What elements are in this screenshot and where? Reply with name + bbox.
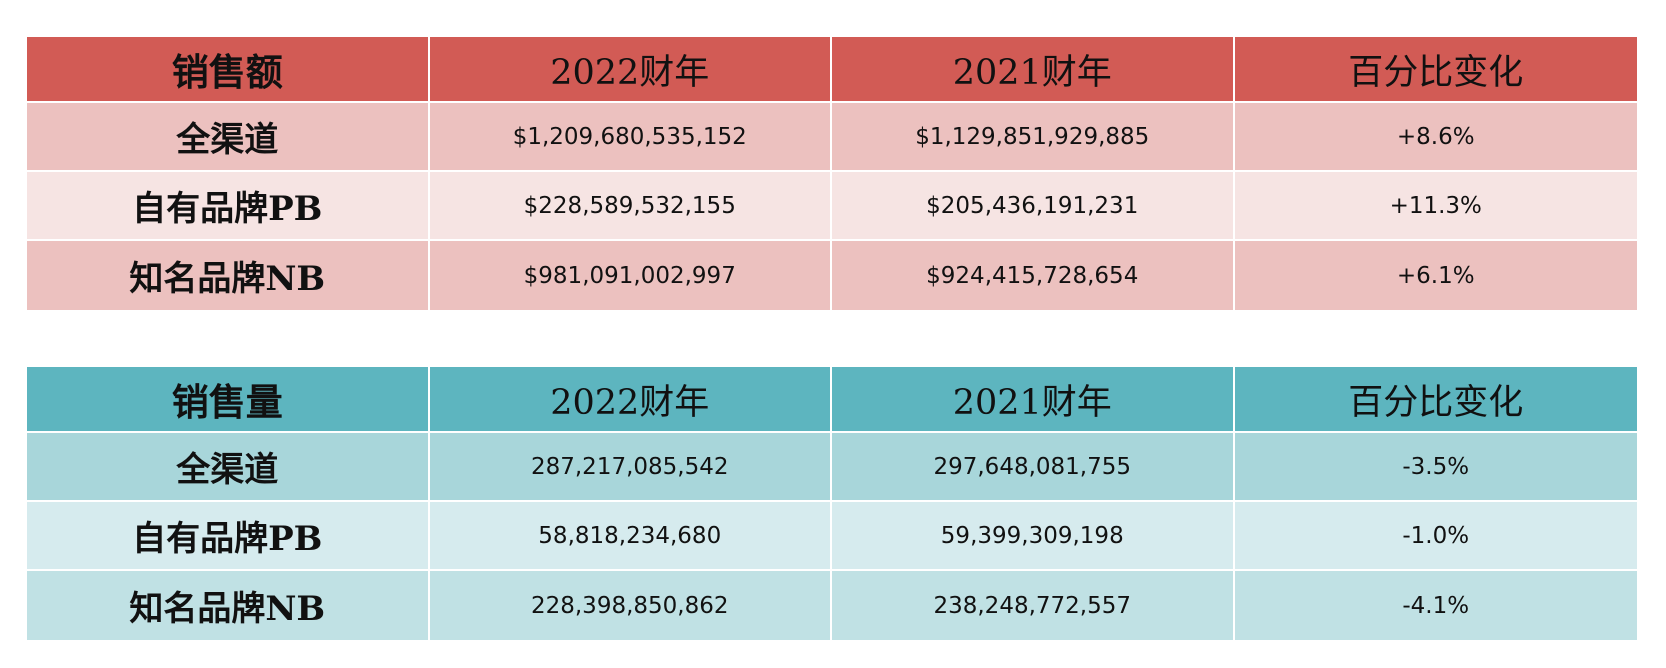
table-row: 知名品牌NB 228,398,850,862 238,248,772,557 -… <box>27 571 1637 640</box>
cell-change: +6.1% <box>1234 241 1637 310</box>
header-cell-fy2021: 2021财年 <box>832 367 1235 433</box>
row-label: 全渠道 <box>27 103 430 172</box>
cell-fy2021: $1,129,851,929,885 <box>832 103 1235 172</box>
row-label: 知名品牌NB <box>27 571 430 640</box>
header-cell-metric: 销售额 <box>27 37 430 103</box>
header-cell-fy2022: 2022财年 <box>429 367 832 433</box>
row-label: 知名品牌NB <box>27 241 430 310</box>
cell-change: -1.0% <box>1234 502 1637 571</box>
cell-fy2022: 287,217,085,542 <box>429 433 832 502</box>
cell-fy2022: 58,818,234,680 <box>429 502 832 571</box>
row-label: 自有品牌PB <box>27 502 430 571</box>
cell-fy2022: $1,209,680,535,152 <box>429 103 832 172</box>
sales-table: 销售额 2022财年 2021财年 百分比变化 全渠道 $1,209,680,5… <box>27 37 1637 310</box>
cell-fy2021: 59,399,309,198 <box>832 502 1235 571</box>
cell-change: -3.5% <box>1234 433 1637 502</box>
table-row: 知名品牌NB $981,091,002,997 $924,415,728,654… <box>27 241 1637 310</box>
row-label: 自有品牌PB <box>27 172 430 241</box>
cell-fy2022: $228,589,532,155 <box>429 172 832 241</box>
row-label: 全渠道 <box>27 433 430 502</box>
header-cell-fy2021: 2021财年 <box>832 37 1235 103</box>
cell-fy2021: 297,648,081,755 <box>832 433 1235 502</box>
header-cell-change: 百分比变化 <box>1234 367 1637 433</box>
cell-fy2022: 228,398,850,862 <box>429 571 832 640</box>
header-cell-metric: 销售量 <box>27 367 430 433</box>
table-header-row: 销售量 2022财年 2021财年 百分比变化 <box>27 367 1637 433</box>
header-cell-fy2022: 2022财年 <box>429 37 832 103</box>
table-row: 全渠道 287,217,085,542 297,648,081,755 -3.5… <box>27 433 1637 502</box>
cell-fy2021: 238,248,772,557 <box>832 571 1235 640</box>
volume-table: 销售量 2022财年 2021财年 百分比变化 全渠道 287,217,085,… <box>27 367 1637 640</box>
cell-change: -4.1% <box>1234 571 1637 640</box>
cell-fy2022: $981,091,002,997 <box>429 241 832 310</box>
table-row: 自有品牌PB 58,818,234,680 59,399,309,198 -1.… <box>27 502 1637 571</box>
cell-change: +11.3% <box>1234 172 1637 241</box>
table-row: 自有品牌PB $228,589,532,155 $205,436,191,231… <box>27 172 1637 241</box>
table-row: 全渠道 $1,209,680,535,152 $1,129,851,929,88… <box>27 103 1637 172</box>
cell-fy2021: $924,415,728,654 <box>832 241 1235 310</box>
cell-change: +8.6% <box>1234 103 1637 172</box>
cell-fy2021: $205,436,191,231 <box>832 172 1235 241</box>
header-cell-change: 百分比变化 <box>1234 37 1637 103</box>
table-header-row: 销售额 2022财年 2021财年 百分比变化 <box>27 37 1637 103</box>
